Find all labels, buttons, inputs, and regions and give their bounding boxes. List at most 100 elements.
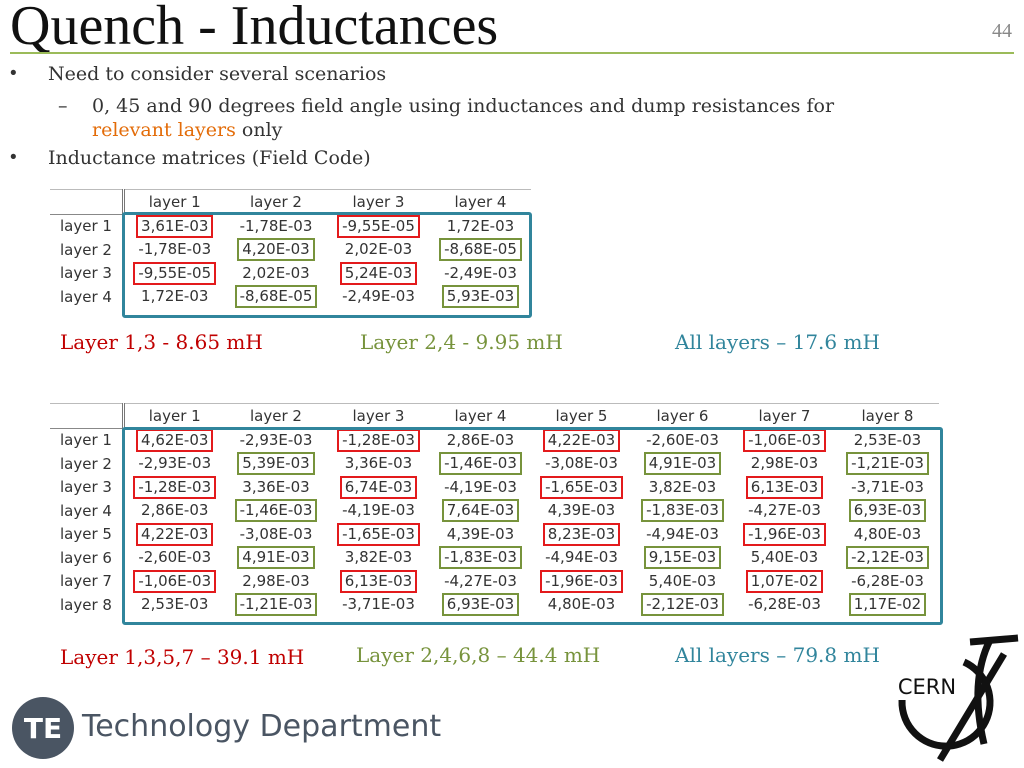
- matrix-cell: -1,06E-03: [123, 569, 225, 594]
- matrix-cell: 6,13E-03: [327, 569, 430, 594]
- matrix-cell: -2,12E-03: [632, 593, 733, 617]
- matrix-cell: -6,28E-03: [733, 593, 836, 617]
- cell-value: 6,74E-03: [339, 475, 418, 499]
- cell-value: 2,86E-03: [446, 430, 515, 449]
- column-header: layer 1: [123, 403, 225, 429]
- matrix-cell: -9,55E-05: [123, 261, 225, 286]
- matrix-cell: -3,08E-03: [225, 523, 327, 547]
- cell-value: -2,93E-03: [239, 430, 313, 449]
- cell-value: 2,53E-03: [853, 430, 922, 449]
- matrix-cell: 4,80E-03: [836, 523, 939, 547]
- cell-value: 5,24E-03: [339, 261, 418, 285]
- cell-value: 7,64E-03: [441, 499, 520, 523]
- cell-value: -1,96E-03: [743, 522, 826, 546]
- matrix-cell: -1,46E-03: [225, 499, 327, 523]
- odd-layers-inductance-4: Layer 1,3 - 8.65 mH: [60, 330, 263, 354]
- all-layers-inductance-8: All layers – 79.8 mH: [675, 643, 880, 667]
- matrix-cell: 6,93E-03: [836, 499, 939, 523]
- matrix-cell: 5,39E-03: [225, 452, 327, 476]
- column-header: layer 2: [225, 189, 327, 215]
- column-header: layer 3: [327, 189, 430, 215]
- te-logo: TE: [12, 697, 74, 759]
- cell-value: 6,13E-03: [745, 475, 824, 499]
- matrix-cell: -4,94E-03: [632, 523, 733, 547]
- cell-value: 5,40E-03: [648, 571, 717, 590]
- table-row: layer 6 -2,60E-03 4,91E-03 3,82E-03 -1,83E-0…: [50, 546, 939, 570]
- row-header: layer 6: [50, 546, 125, 570]
- cern-logo-label-bg: [896, 670, 958, 700]
- cell-value: -2,12E-03: [846, 546, 929, 570]
- matrix-cell: -8,68E-05: [430, 238, 531, 262]
- table-row: layer 7 -1,06E-03 2,98E-03 6,13E-03 -4,27E-0…: [50, 569, 939, 594]
- matrix-cell: -2,60E-03: [123, 546, 225, 570]
- column-header: layer 3: [327, 403, 430, 429]
- matrix-cell: 2,53E-03: [123, 593, 225, 617]
- even-layers-inductance-4: Layer 2,4 - 9.95 mH: [360, 330, 563, 354]
- matrix-cell: 2,86E-03: [123, 499, 225, 523]
- matrix-cell: 2,98E-03: [733, 452, 836, 476]
- matrix-cell: -1,65E-03: [531, 475, 632, 500]
- cell-value: -4,19E-03: [444, 477, 517, 496]
- table-row: layer 3 -1,28E-03 3,36E-03 6,74E-03 -4,19E-0…: [50, 475, 939, 500]
- cell-value: 1,72E-03: [141, 287, 209, 306]
- matrix-cell: -8,68E-05: [225, 285, 327, 309]
- cell-value: 4,39E-03: [547, 501, 616, 520]
- cell-value: -1,83E-03: [439, 546, 522, 570]
- cell-value: 3,36E-03: [344, 454, 413, 473]
- cell-value: -6,28E-03: [748, 595, 821, 614]
- cell-value: -1,06E-03: [133, 569, 217, 593]
- cell-value: -2,49E-03: [444, 263, 517, 282]
- cell-value: -1,78E-03: [239, 216, 313, 235]
- matrix-cell: 3,61E-03: [123, 214, 225, 238]
- cell-value: -1,96E-03: [540, 569, 623, 593]
- matrix-cell: 6,93E-03: [430, 593, 531, 617]
- even-layers-inductance-8: Layer 2,4,6,8 – 44.4 mH: [356, 643, 601, 667]
- bullet-text: Need to consider several scenarios: [48, 63, 387, 85]
- matrix-cell: -1,28E-03: [123, 475, 225, 500]
- matrix-cell: -2,60E-03: [632, 428, 733, 452]
- cell-value: -1,78E-03: [138, 240, 212, 259]
- cell-value: -6,28E-03: [851, 571, 924, 590]
- matrix-cell: 5,24E-03: [327, 261, 430, 286]
- matrix-cell: -1,96E-03: [733, 522, 836, 547]
- row-header: layer 1: [50, 214, 125, 238]
- matrix-cell: -4,27E-03: [430, 570, 531, 594]
- matrix-cell: 6,13E-03: [733, 475, 836, 500]
- cell-value: -4,27E-03: [748, 501, 821, 520]
- row-header: layer 4: [50, 499, 125, 523]
- matrix-cell: -3,08E-03: [531, 452, 632, 476]
- matrix-cell: 1,07E-02: [733, 569, 836, 594]
- inductance-matrix-8-layer: layer 1 layer 2 layer 3 layer 4 layer 5 …: [50, 403, 939, 617]
- row-header: layer 7: [50, 569, 125, 593]
- dash-symbol: –: [58, 95, 68, 117]
- cell-value: 6,93E-03: [441, 593, 520, 617]
- matrix-cell: -1,46E-03: [430, 452, 531, 476]
- matrix-cell: 6,74E-03: [327, 475, 430, 500]
- column-header: layer 6: [632, 403, 733, 429]
- matrix-cell: 4,22E-03: [123, 522, 225, 547]
- matrix-cell: -4,27E-03: [733, 499, 836, 523]
- matrix-cell: -1,96E-03: [531, 569, 632, 594]
- matrix-cell: -2,93E-03: [123, 452, 225, 476]
- matrix-cell: -2,49E-03: [327, 285, 430, 309]
- column-header: layer 5: [531, 403, 632, 429]
- cell-value: 2,86E-03: [141, 501, 209, 520]
- matrix-cell: 2,53E-03: [836, 428, 939, 452]
- cell-value: -2,60E-03: [646, 430, 719, 449]
- all-layers-inductance-4: All layers – 17.6 mH: [675, 330, 880, 354]
- cell-value: 1,07E-02: [745, 569, 824, 593]
- table-row: layer 5 4,22E-03 -3,08E-03 -1,65E-03 4,39E-0…: [50, 522, 939, 547]
- sub-bullet-text: 0, 45 and 90 degrees field angle using i…: [92, 94, 834, 142]
- matrix-cell: -6,28E-03: [836, 570, 939, 594]
- corner-cell: [50, 403, 125, 429]
- column-header: layer 4: [430, 189, 531, 215]
- matrix-cell: -9,55E-05: [327, 214, 430, 238]
- cell-value: -3,71E-03: [851, 477, 924, 496]
- matrix-cell: 7,64E-03: [430, 499, 531, 523]
- matrix-cell: 8,23E-03: [531, 522, 632, 547]
- column-header: layer 1: [123, 189, 225, 215]
- matrix-cell: 9,15E-03: [632, 546, 733, 570]
- matrix-cell: 3,36E-03: [327, 452, 430, 476]
- cell-value: -1,65E-03: [540, 475, 623, 499]
- cell-value: 9,15E-03: [643, 546, 722, 570]
